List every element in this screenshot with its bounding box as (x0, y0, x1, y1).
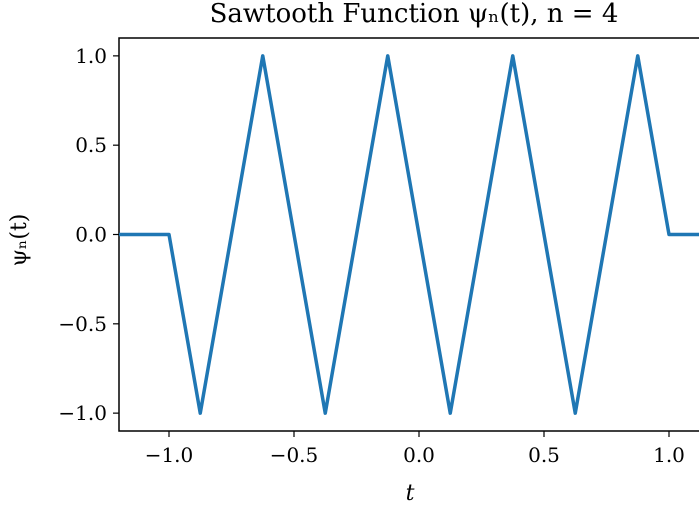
x-axis-label: t (406, 481, 415, 506)
x-tick-label: 0.0 (403, 443, 435, 467)
x-tick-label: −1.0 (145, 443, 194, 467)
x-tick-label: 0.5 (528, 443, 560, 467)
y-axis-label: ψₙ(t) (7, 214, 32, 267)
x-axis-ticks: −1.0 −0.5 0.0 0.5 1.0 (145, 431, 685, 467)
y-axis-ticks: 1.0 0.5 0.0 −0.5 −1.0 (58, 44, 119, 425)
chart-title: Sawtooth Function ψₙ(t), n = 4 (210, 0, 619, 29)
series-layer (119, 54, 699, 415)
x-tick-label: 1.0 (653, 443, 685, 467)
x-tick-label: −0.5 (270, 443, 319, 467)
y-tick-label: 1.0 (75, 44, 107, 68)
y-tick-label: −0.5 (58, 312, 107, 336)
series-line-0 (119, 54, 699, 415)
y-tick-label: 0.5 (75, 133, 107, 157)
y-tick-label: −1.0 (58, 401, 107, 425)
y-tick-label: 0.0 (75, 223, 107, 247)
